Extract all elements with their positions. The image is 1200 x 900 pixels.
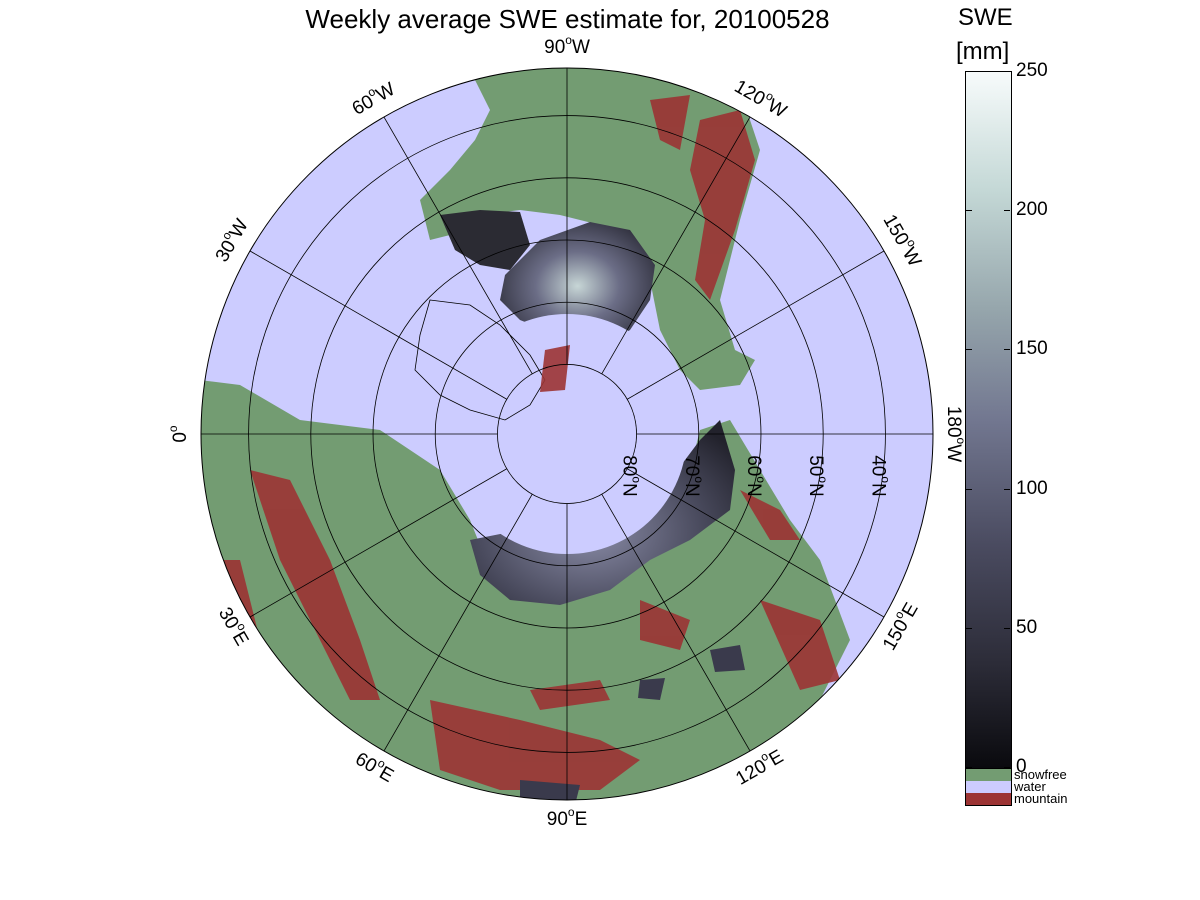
colorbar-tick-mark (966, 210, 972, 212)
graticule (201, 68, 933, 800)
meridian-line (601, 494, 751, 752)
meridian-line (249, 250, 507, 400)
map-disc (201, 68, 933, 800)
latitude-label: 40oN (867, 455, 892, 497)
snow-patches (520, 645, 745, 800)
map-title: Weekly average SWE estimate for, 2010052… (305, 4, 830, 34)
colorbar (965, 71, 1012, 769)
colorbar-tick-label: 200 (1016, 199, 1048, 221)
colorbar-tick-label: 100 (1016, 477, 1048, 499)
meridian-line (601, 116, 751, 374)
category-swatch-snowfree (966, 769, 1011, 781)
colorbar-tick-mark (1004, 71, 1010, 72)
colorbar-tick-label: 50 (1016, 616, 1038, 638)
colorbar-tick-mark (1004, 488, 1010, 490)
colorbar-tick-mark (1004, 349, 1010, 351)
longitude-label: 0o (166, 425, 191, 443)
latitude-label: 80oN (619, 455, 644, 497)
longitude-label: 180oW (943, 406, 968, 462)
snow-labrador (440, 210, 530, 270)
colorbar-tick-label: 150 (1016, 338, 1048, 360)
meridian-line (249, 468, 507, 618)
meridian-line (627, 468, 885, 618)
mountain-regions (210, 95, 840, 790)
latitude-labels: 80oN 70oN 60oN 50oN 40oN (619, 455, 893, 497)
category-legend (965, 768, 1012, 806)
category-label-water: water (1014, 779, 1046, 794)
category-label-snowfree: snowfree (1014, 767, 1067, 782)
colorbar-tick-mark (966, 349, 972, 351)
meridian-line (627, 250, 885, 400)
category-swatch-mountain (966, 793, 1011, 805)
latitude-label: 70oN (681, 455, 706, 497)
colorbar-tick-mark (966, 71, 972, 72)
colorbar-tick-mark (966, 488, 972, 490)
colorbar-tick-mark (966, 627, 972, 629)
colorbar-tick-label: 250 (1016, 60, 1048, 81)
colorbar-tick-mark (966, 767, 972, 768)
colorbar-unit: [mm] (956, 38, 1010, 65)
longitude-label: 90oE (547, 805, 588, 830)
meridian-line (383, 494, 533, 752)
colorbar-title: SWE (958, 4, 1013, 31)
colorbar-tick-mark (1004, 767, 1010, 768)
greenland (414, 299, 546, 421)
colorbar-tick-mark (1004, 627, 1010, 629)
colorbar-tick-label: 0 (1016, 756, 1027, 777)
meridian-line (383, 116, 533, 374)
colorbar-tick-mark (1004, 210, 1010, 212)
category-swatch-water (966, 781, 1011, 793)
latitude-label: 60oN (743, 455, 768, 497)
longitude-label: 90oW (544, 33, 590, 58)
category-label-mountain: mountain (1014, 791, 1068, 806)
latitude-label: 50oN (805, 455, 830, 497)
